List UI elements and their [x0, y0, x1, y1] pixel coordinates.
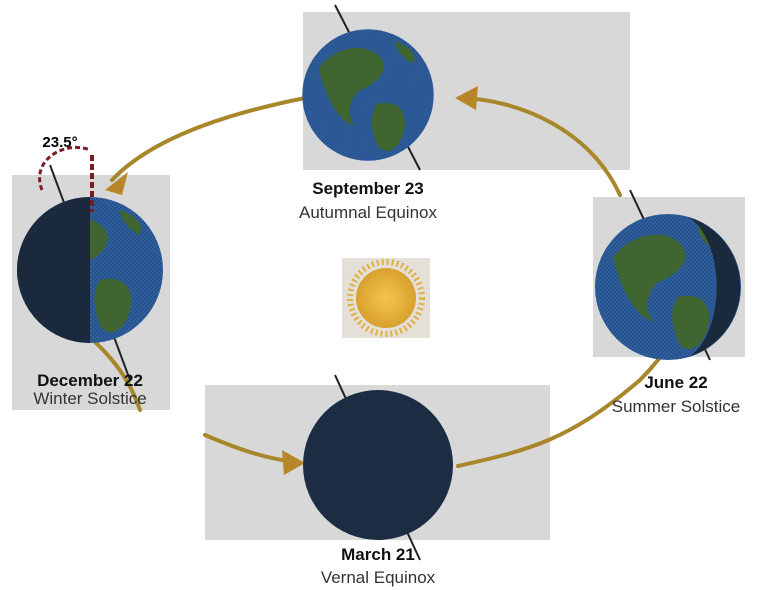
- tilt-arc: [38, 145, 91, 191]
- orbit-path: [110, 96, 307, 182]
- sun: [356, 268, 416, 328]
- date-label: March 21: [341, 545, 415, 564]
- orbit-arrow: [282, 450, 305, 475]
- orbit-arrow: [105, 172, 128, 195]
- earth: [303, 390, 453, 540]
- date-label: June 22: [644, 373, 707, 392]
- sun-rays: [347, 259, 425, 337]
- orbit-arrow: [455, 86, 478, 110]
- earth: [17, 197, 163, 343]
- tilt-label: 23.5°: [42, 134, 77, 151]
- date-label: September 23: [312, 179, 424, 198]
- season-label: Vernal Equinox: [321, 568, 436, 587]
- earth: [302, 29, 434, 161]
- season-label: Winter Solstice: [33, 389, 146, 408]
- earth: [595, 214, 741, 360]
- season-label: Summer Solstice: [612, 397, 740, 416]
- date-label: December 22: [37, 371, 143, 390]
- season-label: Autumnal Equinox: [299, 203, 437, 222]
- orbit-path: [460, 96, 622, 197]
